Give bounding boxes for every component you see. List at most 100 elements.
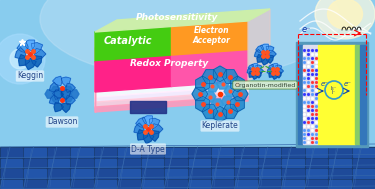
Polygon shape [206,81,219,92]
Bar [212,169,233,177]
Polygon shape [95,96,248,112]
Polygon shape [249,71,255,77]
Text: Keggin: Keggin [17,71,43,81]
Bar [24,169,46,177]
Polygon shape [17,41,28,53]
Polygon shape [253,74,258,79]
Polygon shape [171,21,248,57]
Bar [355,45,360,144]
Polygon shape [272,64,278,69]
Bar [71,148,93,156]
Polygon shape [213,66,227,82]
Bar [282,148,304,156]
Polygon shape [192,87,208,101]
Polygon shape [211,99,223,110]
Bar [71,180,93,188]
Polygon shape [256,45,264,53]
Text: I⁻: I⁻ [332,91,336,95]
Polygon shape [54,102,63,112]
Polygon shape [19,55,30,66]
Bar [48,169,69,177]
Bar [259,180,280,188]
Bar [298,45,303,144]
Polygon shape [257,68,263,74]
Bar [236,148,257,156]
Text: Catalytic: Catalytic [104,36,153,46]
Polygon shape [24,40,34,51]
Bar [165,180,186,188]
Bar [352,180,374,188]
Polygon shape [202,105,218,118]
Polygon shape [273,74,278,79]
Polygon shape [231,96,244,112]
Polygon shape [268,64,274,70]
Polygon shape [278,68,284,74]
Bar [118,180,140,188]
Ellipse shape [10,49,30,69]
Bar [130,101,166,113]
Polygon shape [269,71,275,77]
Bar [352,169,374,177]
Bar [189,148,210,156]
Polygon shape [61,103,70,112]
Bar [212,180,233,188]
Polygon shape [222,105,238,118]
Bar [142,159,163,167]
Polygon shape [50,95,59,104]
Polygon shape [149,118,160,129]
Ellipse shape [327,0,363,29]
Bar [0,147,375,189]
Bar [1,180,22,188]
Polygon shape [196,96,209,112]
Polygon shape [222,70,238,83]
Ellipse shape [315,0,375,39]
Polygon shape [26,59,36,70]
Bar [142,148,163,156]
Polygon shape [137,130,148,140]
Text: Keplerate: Keplerate [202,122,238,130]
Bar [118,148,140,156]
Text: e⁻: e⁻ [344,81,352,87]
Polygon shape [66,83,75,93]
Polygon shape [66,95,75,105]
Polygon shape [248,64,254,70]
Bar [48,180,69,188]
Ellipse shape [40,0,340,79]
Bar [306,169,327,177]
Bar [118,159,140,167]
Polygon shape [53,76,62,86]
Polygon shape [231,76,244,92]
Polygon shape [267,68,273,74]
Polygon shape [217,78,229,89]
Text: Dawson: Dawson [47,118,77,126]
Bar [259,159,280,167]
Bar [165,148,186,156]
Polygon shape [266,55,273,63]
Bar [352,159,374,167]
Text: Redox Property: Redox Property [130,59,209,68]
Polygon shape [32,43,43,54]
Bar [142,180,163,188]
Bar [142,169,163,177]
Text: e⁻: e⁻ [301,25,311,33]
Polygon shape [54,90,63,99]
Bar [296,42,368,147]
Bar [282,180,304,188]
Bar [95,159,116,167]
Bar [306,148,327,156]
Text: Photosensitivity: Photosensitivity [135,13,218,22]
Ellipse shape [0,34,45,84]
Polygon shape [276,65,282,71]
Bar [306,159,327,167]
Polygon shape [262,57,269,65]
Bar [282,159,304,167]
Polygon shape [252,64,257,69]
Text: Electron
Acceptor: Electron Acceptor [193,26,231,45]
Bar [329,159,351,167]
Polygon shape [61,77,70,86]
Bar [48,148,69,156]
Bar [352,148,374,156]
Bar [48,159,69,167]
Text: D-A Type: D-A Type [131,145,165,153]
Bar [95,169,116,177]
